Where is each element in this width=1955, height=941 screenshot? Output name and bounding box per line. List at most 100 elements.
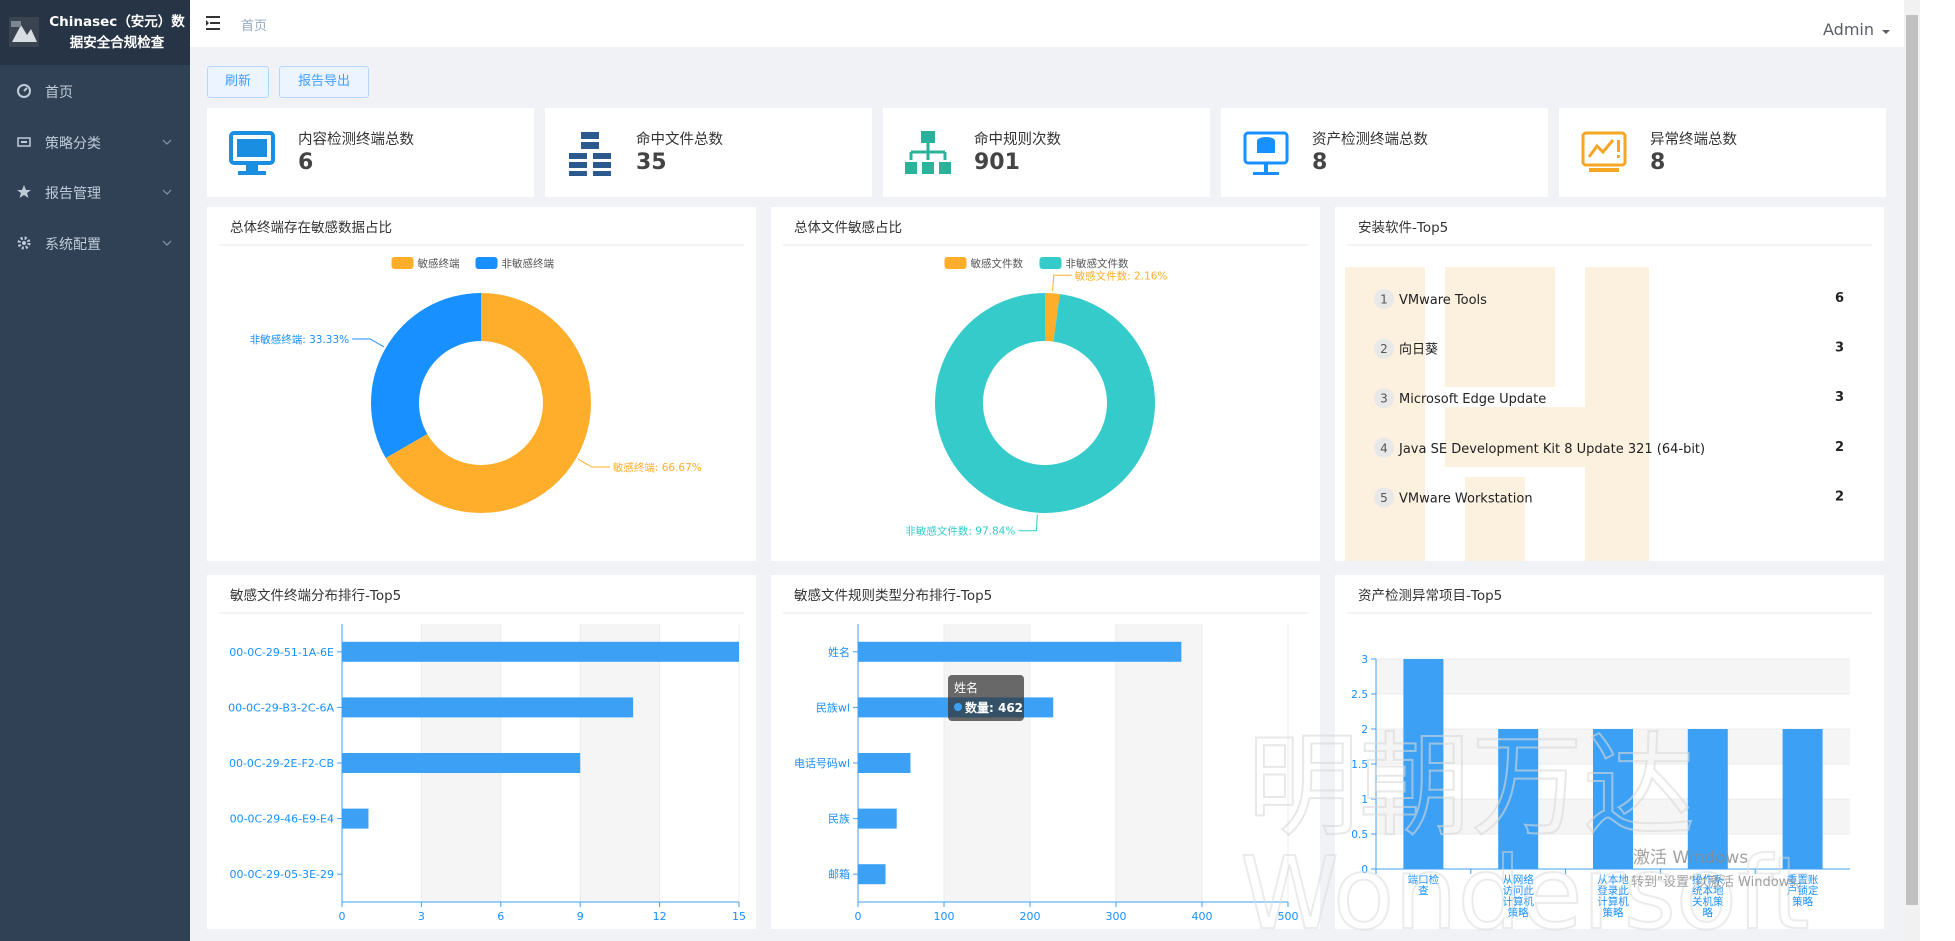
label-leader — [352, 338, 385, 348]
stat-label: 内容检测终端总数 — [298, 132, 414, 148]
stat-icon — [905, 131, 951, 174]
menu-label[interactable]: 系统配置 — [45, 236, 101, 253]
y-tick-label: 0.5 — [1351, 829, 1368, 841]
panel-canvas: 资产检测异常项目-Top5 0 0.5 1 1.5 2 2.5 3 端口检查 从网络访问此计算机策… — [1347, 588, 1872, 919]
split-area — [580, 624, 660, 902]
caret — [1882, 30, 1890, 34]
stat-label: 命中规则次数 — [974, 132, 1061, 148]
watermark-block — [1445, 407, 1585, 467]
x-tick-label: 200 — [1020, 910, 1041, 923]
scroll-thumb[interactable] — [1906, 15, 1918, 905]
watermark-block — [1445, 267, 1555, 387]
margin — [1920, 0, 1955, 941]
donut-slice — [385, 293, 591, 513]
hamburger[interactable] — [206, 16, 222, 30]
bar — [342, 808, 369, 829]
slice-label: 敏感文件数: 2.16% — [1075, 269, 1168, 282]
rank-number: 3 — [1380, 392, 1388, 406]
menu-item[interactable]: 系统配置 — [0, 219, 190, 267]
menu-item[interactable]: 策略分类 — [0, 118, 190, 166]
stat-label: 资产检测终端总数 — [1312, 132, 1428, 148]
software-name: VMware Tools — [1399, 293, 1487, 308]
panel: 总体终端存在敏感数据占比 敏感终端 非敏感终端 敏感终端: 66.67% 非敏感终端: … — [207, 207, 756, 561]
slice-label: 敏感终端: 66.67% — [613, 461, 702, 474]
panel: 资产检测异常项目-Top5 0 0.5 1 1.5 2 2.5 3 端口检查 从网络访问此计算机策… — [1335, 575, 1884, 929]
stat-value: 6 — [298, 150, 314, 175]
bar — [858, 753, 911, 773]
stat-value: 8 — [1650, 150, 1666, 175]
stat-value: 8 — [1312, 150, 1328, 175]
stat-value: 901 — [974, 150, 1020, 175]
refresh-button[interactable]: 刷新 — [207, 66, 269, 98]
y-tick-label: 1 — [1361, 794, 1368, 806]
legend-swatch — [1039, 257, 1062, 269]
stat-icon — [1581, 131, 1627, 172]
x-category-label: 从本地登录此计算机策略 — [1597, 873, 1629, 919]
x-tick-label: 3 — [418, 910, 425, 923]
rank-badge — [1374, 338, 1394, 359]
panel-title: 敏感文件规则类型分布排行-Top5 — [794, 587, 992, 604]
software-count: 2 — [1835, 440, 1844, 455]
menu-item[interactable]: 首页 — [0, 67, 190, 115]
slice-label: 非敏感终端: 33.33% — [250, 333, 349, 346]
software-name: Java SE Development Kit 8 Update 321 (64… — [1398, 442, 1705, 457]
export-button[interactable]: 报告导出 — [279, 66, 369, 98]
sidebar: Chinasec（安元）数据安全合规检查 首页策略分类报告管理系统配置 — [0, 0, 190, 941]
slice-label: 非敏感文件数: 97.84% — [905, 525, 1015, 538]
panel-title: 总体文件敏感占比 — [794, 219, 902, 236]
bar — [1782, 729, 1823, 869]
bar — [1687, 729, 1728, 869]
software-count: 3 — [1835, 341, 1844, 356]
stat-icon — [229, 131, 275, 175]
user-menu[interactable]: Admin — [1823, 20, 1892, 39]
stat-icon — [1243, 131, 1289, 175]
rank-number: 5 — [1380, 491, 1388, 505]
stat-card: 异常终端总数 8 — [1559, 108, 1886, 197]
x-tick-label: 6 — [497, 910, 504, 923]
bar — [858, 641, 1182, 662]
rank-badge — [1374, 487, 1394, 508]
x-tick-label: 12 — [653, 910, 667, 923]
donut-slice — [371, 293, 481, 458]
panel-title: 安装软件-Top5 — [1358, 220, 1448, 236]
legend-label: 非敏感文件数 — [1066, 257, 1129, 270]
y-category-label: 民族 — [828, 812, 850, 826]
menu-item[interactable]: 报告管理 — [0, 168, 190, 216]
stat-card: 命中规则次数 901 — [883, 108, 1210, 197]
watermark-shape — [1345, 267, 1649, 561]
watermark-block — [1465, 477, 1525, 561]
user-name[interactable]: Admin — [1823, 20, 1874, 39]
brand-title: Chinasec（安元）数据安全合规检查 — [49, 14, 185, 51]
legend-label: 敏感文件数 — [971, 257, 1024, 270]
watermark-block — [1585, 267, 1649, 561]
rank-number: 4 — [1380, 441, 1388, 455]
software-name: Microsoft Edge Update — [1399, 392, 1546, 407]
menu-label[interactable]: 首页 — [45, 85, 73, 101]
tooltip-dot — [954, 703, 962, 711]
stat-value: 35 — [636, 150, 667, 175]
stat-card: 命中文件总数 35 — [545, 108, 872, 197]
rank-badge — [1374, 289, 1394, 309]
y-category-label: 00-0C-29-B3-2C-6A — [228, 701, 334, 714]
panel-title: 总体终端存在敏感数据占比 — [230, 219, 392, 236]
label-leader — [577, 458, 610, 468]
bar — [1403, 659, 1444, 869]
panel: 敏感文件规则类型分布排行-Top5 0 100 200 300 400 500 姓名 民族wl 电… — [771, 575, 1320, 929]
x-category-label: 从网络访问此计算机策略 — [1502, 873, 1534, 919]
x-tick-label: 15 — [732, 910, 746, 923]
scrollbar[interactable] — [1904, 0, 1920, 941]
menu-label[interactable]: 策略分类 — [45, 135, 101, 152]
label-leader — [1052, 274, 1072, 292]
donut-slice — [1045, 293, 1060, 342]
y-tick-label: 2.5 — [1351, 689, 1368, 701]
chevron — [162, 189, 172, 195]
x-category-label: 重置账户锁定策略 — [1787, 873, 1819, 908]
menu-label[interactable]: 报告管理 — [45, 186, 101, 202]
panel: 总体文件敏感占比敏感文件数 非敏感文件数 敏感文件数: 2.16% 非敏感文件数: 9… — [771, 207, 1320, 561]
stat-card: 资产检测终端总数 8 — [1221, 108, 1548, 197]
breadcrumb[interactable]: 首页 — [241, 19, 268, 34]
x-tick-label: 100 — [934, 910, 955, 923]
legend-label: 敏感终端 — [418, 257, 460, 270]
